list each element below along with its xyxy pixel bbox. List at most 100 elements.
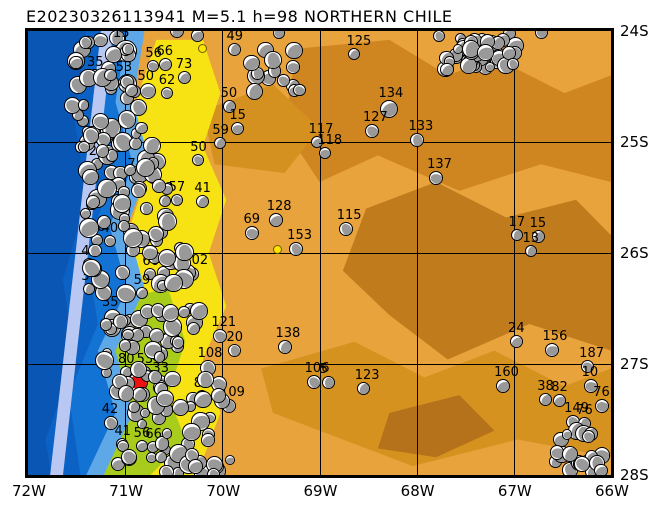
event-label: 50: [220, 85, 238, 101]
focal-mechanism-beachball: [429, 170, 444, 185]
y-axis-tick-label: 28S: [620, 466, 649, 484]
x-axis-tick-label: 67W: [497, 482, 532, 500]
focal-mechanism-beachball: [154, 436, 170, 451]
focal-mechanism-beachball: [306, 374, 321, 389]
event-label: 123: [354, 367, 380, 383]
map-canvas: 3341951131441311681912211549125665635537…: [28, 31, 611, 475]
focal-mechanism-beachball: [561, 429, 572, 440]
focal-mechanism-beachball: [277, 74, 290, 87]
focal-mechanism-beachball: [136, 418, 148, 430]
event-label: 115: [336, 207, 362, 223]
focal-mechanism-beachball: [82, 126, 100, 144]
focal-mechanism-beachball: [124, 164, 136, 176]
focal-mechanism-beachball: [484, 61, 496, 72]
focal-mechanism-beachball: [103, 234, 116, 247]
focal-mechanism-beachball: [158, 57, 172, 71]
focal-mechanism-beachball: [97, 178, 117, 199]
event-label: 127: [362, 109, 388, 125]
focal-mechanism-beachball: [156, 390, 174, 408]
event-label: 131: [453, 31, 478, 34]
focal-mechanism-beachball: [553, 393, 567, 407]
focal-mechanism-beachball: [196, 371, 214, 388]
focal-mechanism-beachball: [496, 379, 511, 394]
focal-mechanism-beachball: [231, 122, 245, 136]
focal-mechanism-beachball: [161, 304, 180, 322]
focal-mechanism-beachball: [143, 136, 161, 154]
event-label: 56: [145, 45, 162, 61]
event-label: 50: [137, 68, 155, 84]
event-label: 53: [115, 59, 133, 75]
focal-mechanism-beachball: [117, 110, 137, 129]
focal-mechanism-beachball: [319, 147, 332, 160]
focal-mechanism-beachball: [122, 228, 143, 249]
focal-mechanism-beachball: [228, 43, 242, 57]
focal-mechanism-beachball: [194, 390, 212, 409]
focal-mechanism-beachball: [211, 388, 226, 403]
focal-mechanism-beachball: [581, 359, 595, 373]
focal-mechanism-beachball: [139, 82, 156, 99]
focal-mechanism-beachball: [122, 43, 134, 55]
focal-mechanism-beachball: [310, 136, 323, 148]
event-label: 20: [226, 330, 243, 346]
focal-mechanism-beachball: [82, 258, 101, 278]
event-label: 59: [212, 123, 229, 139]
event-label: 69: [243, 212, 260, 228]
focal-mechanism-beachball: [77, 98, 90, 111]
event-label: 50: [190, 139, 207, 155]
focal-mechanism-beachball: [507, 58, 519, 70]
focal-mechanism-beachball: [140, 202, 153, 215]
grid-line-horizontal: [28, 253, 611, 254]
focal-mechanism-beachball: [534, 31, 548, 40]
focal-mechanism-beachball: [128, 137, 142, 151]
event-label: 76: [576, 403, 593, 419]
focal-mechanism-beachball: [79, 217, 99, 238]
focal-mechanism-beachball: [118, 339, 132, 352]
focal-mechanism-beachball: [476, 44, 494, 62]
focal-mechanism-beachball: [170, 193, 183, 206]
focal-mechanism-beachball: [177, 71, 191, 85]
event-label: 41: [194, 181, 211, 197]
event-label: 13: [522, 230, 540, 246]
focal-mechanism-beachball: [135, 440, 148, 453]
focal-mechanism-beachball: [380, 99, 399, 118]
focal-mechanism-beachball: [206, 467, 220, 475]
focal-mechanism-beachball: [268, 212, 283, 227]
focal-mechanism-beachball: [595, 399, 610, 414]
focal-mechanism-beachball: [531, 229, 545, 243]
focal-mechanism-beachball: [189, 301, 208, 320]
focal-mechanism-beachball: [142, 244, 159, 261]
x-axis-tick-label: 71W: [109, 482, 144, 500]
focal-mechanism-beachball: [321, 376, 335, 390]
focal-mechanism-beachball: [225, 454, 236, 465]
focal-mechanism-beachball: [157, 211, 177, 231]
map-plot-area[interactable]: 3341951131441311681912211549125665635537…: [25, 28, 614, 478]
event-label: 66: [156, 43, 174, 59]
focal-mechanism-beachball: [115, 264, 131, 280]
event-label: 187: [579, 345, 604, 361]
focal-mechanism-beachball: [97, 214, 112, 229]
focal-mechanism-beachball: [159, 464, 174, 475]
focal-mechanism-beachball: [222, 99, 236, 113]
focal-mechanism-beachball: [277, 340, 292, 355]
focal-mechanism-beachball: [88, 243, 102, 258]
x-axis-tick-label: 68W: [400, 482, 435, 500]
focal-mechanism-beachball: [364, 123, 379, 138]
focal-mechanism-beachball: [103, 415, 118, 430]
event-label: 117: [308, 122, 334, 137]
focal-mechanism-beachball: [130, 360, 148, 378]
event-label: 57: [168, 179, 186, 195]
event-label: 156: [542, 328, 568, 344]
focal-mechanism-beachball: [190, 31, 204, 42]
focal-mechanism-beachball: [91, 113, 109, 131]
focal-mechanism-beachball: [83, 283, 96, 296]
focal-mechanism-beachball: [201, 433, 215, 447]
focal-mechanism-beachball: [286, 59, 300, 74]
focal-mechanism-beachball: [583, 379, 598, 394]
grid-line-horizontal: [28, 364, 611, 365]
focal-mechanism-beachball: [81, 168, 99, 186]
y-axis-tick-label: 26S: [620, 244, 649, 262]
focal-mechanism-beachball: [160, 87, 173, 100]
focal-mechanism-beachball: [187, 321, 201, 335]
focal-mechanism-beachball: [159, 194, 171, 207]
event-label: 24: [508, 321, 525, 337]
